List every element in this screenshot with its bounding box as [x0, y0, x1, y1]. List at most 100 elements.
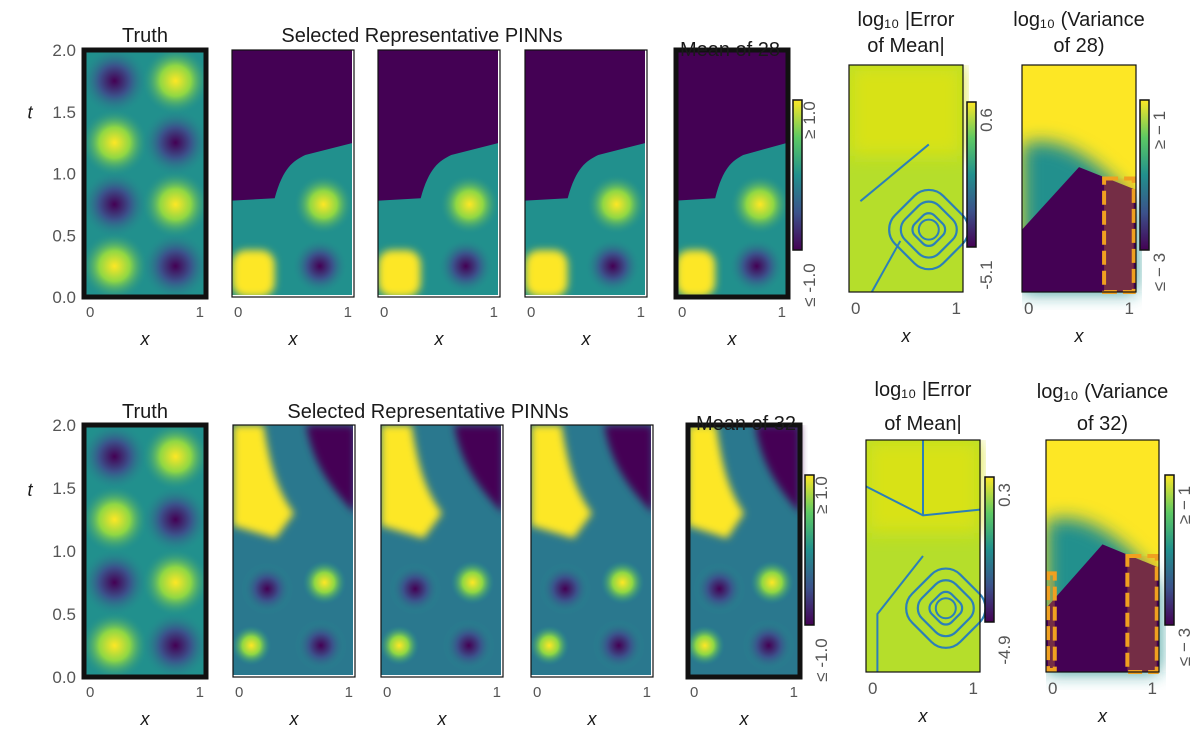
- truth-heatmap: [84, 50, 204, 295]
- pinn-panel-frame: [377, 49, 501, 298]
- colorbar-min-label: ≤ − 3: [1175, 628, 1194, 666]
- x-axis-label: x: [739, 709, 750, 729]
- colorbar-error: [966, 101, 977, 248]
- colorbar-min-label: -5.1: [977, 260, 996, 289]
- colorbar-min-label: ≤ − 3: [1150, 253, 1169, 291]
- truth-extremum: [141, 50, 204, 115]
- x-tick: 0: [868, 679, 877, 698]
- x-tick: 0: [678, 304, 686, 321]
- x-tick: 0: [527, 304, 535, 321]
- x-axis-label: x: [1097, 706, 1108, 726]
- colorbar-error: [984, 476, 995, 623]
- variance-title: of 28): [1053, 35, 1104, 57]
- x-tick: 1: [778, 304, 786, 321]
- x-axis-label: x: [288, 329, 299, 349]
- x-tick: 0: [1024, 299, 1033, 318]
- pinn-panel-frame: [524, 49, 648, 298]
- x-tick: 0: [86, 684, 94, 701]
- x-tick: 1: [969, 679, 978, 698]
- pinn-panel-frame: [380, 424, 504, 678]
- colorbar-max-label: ≥ − 1: [1175, 486, 1194, 524]
- group-title: Selected Representative PINNs: [281, 25, 562, 47]
- y-axis-label: t: [27, 103, 33, 123]
- x-axis-label: x: [289, 709, 300, 729]
- colorbar-max-label: ≥ 1.0: [812, 476, 831, 514]
- truth-extremum: [84, 548, 149, 617]
- truth-extremum: [141, 170, 204, 239]
- y-tick: 0.0: [52, 288, 76, 307]
- truth-extremum: [84, 108, 149, 177]
- pinn-panel-frame: [530, 424, 654, 678]
- colorbar-variance: [1139, 99, 1150, 251]
- y-tick: 1.0: [52, 542, 76, 561]
- pinn-panel-frame: [231, 49, 355, 298]
- truth-extremum: [84, 170, 149, 239]
- x-tick: 0: [851, 299, 860, 318]
- y-tick: 1.5: [52, 479, 76, 498]
- colorbar-min-label: ≤ -1.0: [812, 638, 831, 681]
- x-axis-label: x: [437, 709, 448, 729]
- y-tick: 2.0: [52, 41, 76, 60]
- x-tick: 1: [643, 684, 651, 701]
- y-tick: 0.5: [52, 226, 76, 245]
- x-tick: 1: [196, 684, 204, 701]
- y-tick: 0.5: [52, 605, 76, 624]
- colorbar-main: [804, 474, 815, 626]
- mean-title: Mean of 28: [680, 39, 780, 61]
- mean-title: Mean of 32: [696, 413, 796, 435]
- pinn-heatmap: [233, 425, 353, 675]
- pinn-heatmap: [378, 50, 498, 295]
- x-axis-label: x: [918, 706, 929, 726]
- y-tick: 2.0: [52, 416, 76, 435]
- truth-extremum: [84, 611, 149, 675]
- mean-panel-frame: [673, 47, 791, 300]
- error-title: log₁₀ |Error: [858, 9, 955, 31]
- error-heatmap: [866, 440, 986, 672]
- colorbar-max-label: ≥ − 1: [1150, 111, 1169, 149]
- truth-title: Truth: [122, 25, 168, 47]
- colorbar-min-label: ≤ -1.0: [800, 263, 819, 306]
- error-heatmap: [849, 65, 969, 293]
- highlight-box: [1102, 176, 1136, 294]
- truth-extremum: [84, 485, 149, 554]
- truth-extremum: [84, 425, 149, 491]
- x-tick: 1: [1125, 299, 1134, 318]
- variance-panel-frame: [1021, 64, 1137, 293]
- colorbar-max-label: 0.6: [977, 108, 996, 132]
- y-axis-label: t: [27, 480, 33, 500]
- group-title: Selected Representative PINNs: [287, 401, 568, 423]
- truth-title: Truth: [122, 401, 168, 423]
- error-title: log₁₀ |Error: [875, 379, 972, 401]
- variance-title: of 32): [1077, 413, 1128, 435]
- error-title: of Mean|: [884, 413, 961, 435]
- x-tick: 1: [637, 304, 645, 321]
- highlight-box: [1125, 554, 1159, 674]
- truth-extremum: [141, 611, 204, 675]
- error-title: of Mean|: [867, 35, 944, 57]
- x-tick: 0: [235, 684, 243, 701]
- x-tick: 1: [493, 684, 501, 701]
- x-axis-label: x: [140, 709, 151, 729]
- truth-extremum: [141, 108, 204, 177]
- pinn-panel-frame: [232, 424, 356, 678]
- colorbar-max-label: 0.3: [995, 483, 1014, 507]
- x-axis-label: x: [434, 329, 445, 349]
- variance-title: log₁₀ (Variance: [1037, 381, 1168, 403]
- mean-heatmap: [688, 425, 800, 675]
- variance-heatmap: [1022, 65, 1136, 294]
- x-axis-label: x: [140, 329, 151, 349]
- x-tick: 0: [533, 684, 541, 701]
- pinn-heatmap: [232, 50, 352, 295]
- x-tick: 1: [790, 684, 798, 701]
- colorbar-variance: [1164, 474, 1175, 626]
- variance-title: log₁₀ (Variance: [1013, 9, 1144, 31]
- pinn-heatmap: [525, 50, 645, 295]
- x-axis-label: x: [587, 709, 598, 729]
- y-tick: 1.0: [52, 165, 76, 184]
- x-tick: 1: [490, 304, 498, 321]
- truth-extremum: [84, 50, 149, 115]
- error-panel-frame: [848, 64, 964, 293]
- truth-extremum: [141, 232, 204, 295]
- truth-extremum: [141, 485, 204, 554]
